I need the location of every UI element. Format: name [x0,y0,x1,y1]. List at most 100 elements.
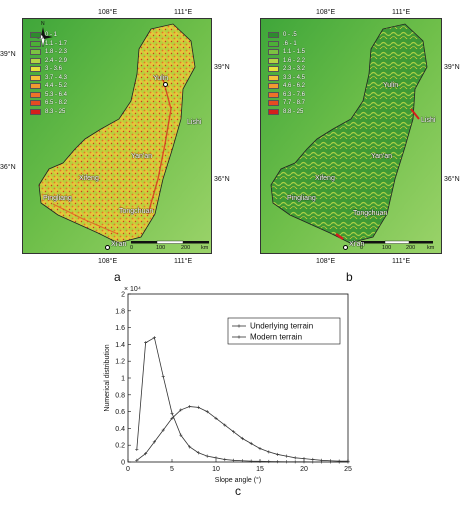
study-area-b [270,23,428,244]
legend-swatch [268,32,279,38]
data-point [258,459,262,463]
data-point [258,446,262,451]
x-axis-label: Slope angle (°) [215,476,261,484]
data-point [284,454,288,458]
lat-label-right-top: 39°N [444,64,460,71]
legend-item: 3 - 3.6 [30,65,75,73]
legend-swatch [30,66,41,72]
data-point [214,456,218,460]
city-dot [105,245,110,250]
scale-label-200: 200 [406,245,416,251]
legend-swatch [268,74,279,81]
terrain-map-a: N [23,19,211,253]
y-tick-label: 1 [121,376,125,383]
legend-item: 1.8 - 2.3 [30,48,75,56]
data-point [152,336,156,340]
y-tick-label: 0.2 [115,443,125,450]
data-point [249,441,253,446]
data-point [232,430,236,434]
panel-letter-b: b [346,270,353,284]
legend-label: 2.3 - 3.2 [283,66,306,72]
city-label-pingliang: Pingliang [43,195,72,202]
city-label-xian: Xi'an [111,241,127,248]
lon-label-bottom-right: 111°E [392,258,411,265]
legend-swatch [30,91,41,98]
data-point [161,374,165,378]
map-frame-a: N 0 - 1 1.1 - 1.7 1.8 - 2.3 2.4 - 2.9 3 - 3.… [22,18,212,254]
data-point [240,459,244,463]
data-point [293,456,297,460]
data-point [223,457,227,462]
legend-label: 1.1 - 1.7 [45,40,68,47]
city-label-yanan: Yan'an [371,153,393,160]
city-dot [163,82,168,87]
data-point [205,410,209,414]
slope-distribution-chart: 0 5 10 15 20 25 0 0.2 0.4 0.6 0.8 1 1.2 1.4 1.6 1.8 2 × … [100,282,360,498]
x-tick-label: 15 [256,466,264,473]
data-point [196,451,200,455]
legend-item: 8.3 - 25 [30,108,75,116]
data-point [320,458,324,462]
legend-swatch [268,83,279,89]
legend-item: 4.4 - 5.2 [30,82,75,90]
y-tick-label: 0.4 [115,426,125,433]
chart-svg: 0 5 10 15 20 25 0 0.2 0.4 0.6 0.8 1 1.2 1.4 1.6 1.8 2 × … [104,286,352,498]
chart-legend: Underlying terrain Modern terrain [227,317,341,345]
legend-label: 7.7 - 8.7 [283,100,306,106]
hotspot-xian [335,233,344,240]
scale-bar-b [361,240,433,244]
legend-label: 8.8 - 25 [283,108,304,115]
legend-item: 1.1 - 1.7 [30,40,75,48]
data-point [135,458,139,462]
lon-label-bottom-left: 108°E [98,258,118,265]
legend-item: 0 - .5 [268,31,313,39]
legend-swatch [268,108,279,115]
data-point [170,411,174,415]
y-tick-label: 1.8 [115,308,125,315]
slope-legend-b: 0 - .5 .6 - 1 1.1 - 1.5 1.6 - 2.2 2.3 - 3.2 3… [268,31,313,116]
x-tick-label: 25 [344,466,352,473]
data-point [302,460,306,464]
city-label-tongchuan: Tongchuan [353,210,388,217]
data-point [188,445,192,449]
lat-label-right-mid: 36°N [214,176,230,183]
legend-swatch [30,40,41,47]
gully-zone-a [147,78,172,215]
hotspot-lishi [410,108,420,120]
lat-label-right-top: 39°N [214,64,230,71]
scale-bar-a [131,240,209,244]
data-point [205,454,209,458]
data-point [179,433,183,437]
map-panel-a: 108°E 111°E 108°E 111°E 39°N 36°N 39°N 3… [0,9,230,284]
city-label-lishi: Lishi [421,117,436,124]
legend-label: Modern terrain [250,333,302,342]
legend-label: 2.4 - 2.9 [45,57,68,64]
city-label-xian: Xi'an [349,241,365,248]
data-point [152,440,156,444]
lon-label-top-left: 108°E [98,9,118,16]
lon-label-bottom-left: 108°E [316,258,336,265]
legend-swatch [30,100,41,106]
y-tick-label: 0 [121,460,125,467]
legend-label: 0 - .5 [283,32,297,38]
slope-legend-a: 0 - 1 1.1 - 1.7 1.8 - 2.3 2.4 - 2.9 3 - 3.6 3… [30,31,75,116]
scale-label-100: 100 [382,245,392,251]
x-tick-label: 0 [126,466,130,473]
legend-marker [237,324,241,328]
scale-label-0: 0 [360,245,364,251]
axis-ticks: 0 5 10 15 20 25 0 0.2 0.4 0.6 0.8 1 1.2 1.4 1.6 1.8 2 [115,292,352,474]
legend-label: 6.5 - 8.2 [45,100,68,106]
data-point [311,457,315,462]
scale-unit: km [427,245,435,251]
city-label-yulin: Yulin [383,82,399,89]
lon-label-top-right: 111°E [392,9,411,16]
legend-label: 3.7 - 4.3 [45,74,68,81]
data-point [144,341,148,345]
legend-item: 6.5 - 8.2 [30,99,75,107]
scale-label-0: 0 [130,245,134,251]
y-tick-label: 1.6 [115,325,125,332]
data-point [196,405,200,409]
svg-text:N: N [41,21,45,27]
legend-label: 1.1 - 1.5 [283,49,306,55]
y-tick-label: 1.4 [115,342,125,349]
